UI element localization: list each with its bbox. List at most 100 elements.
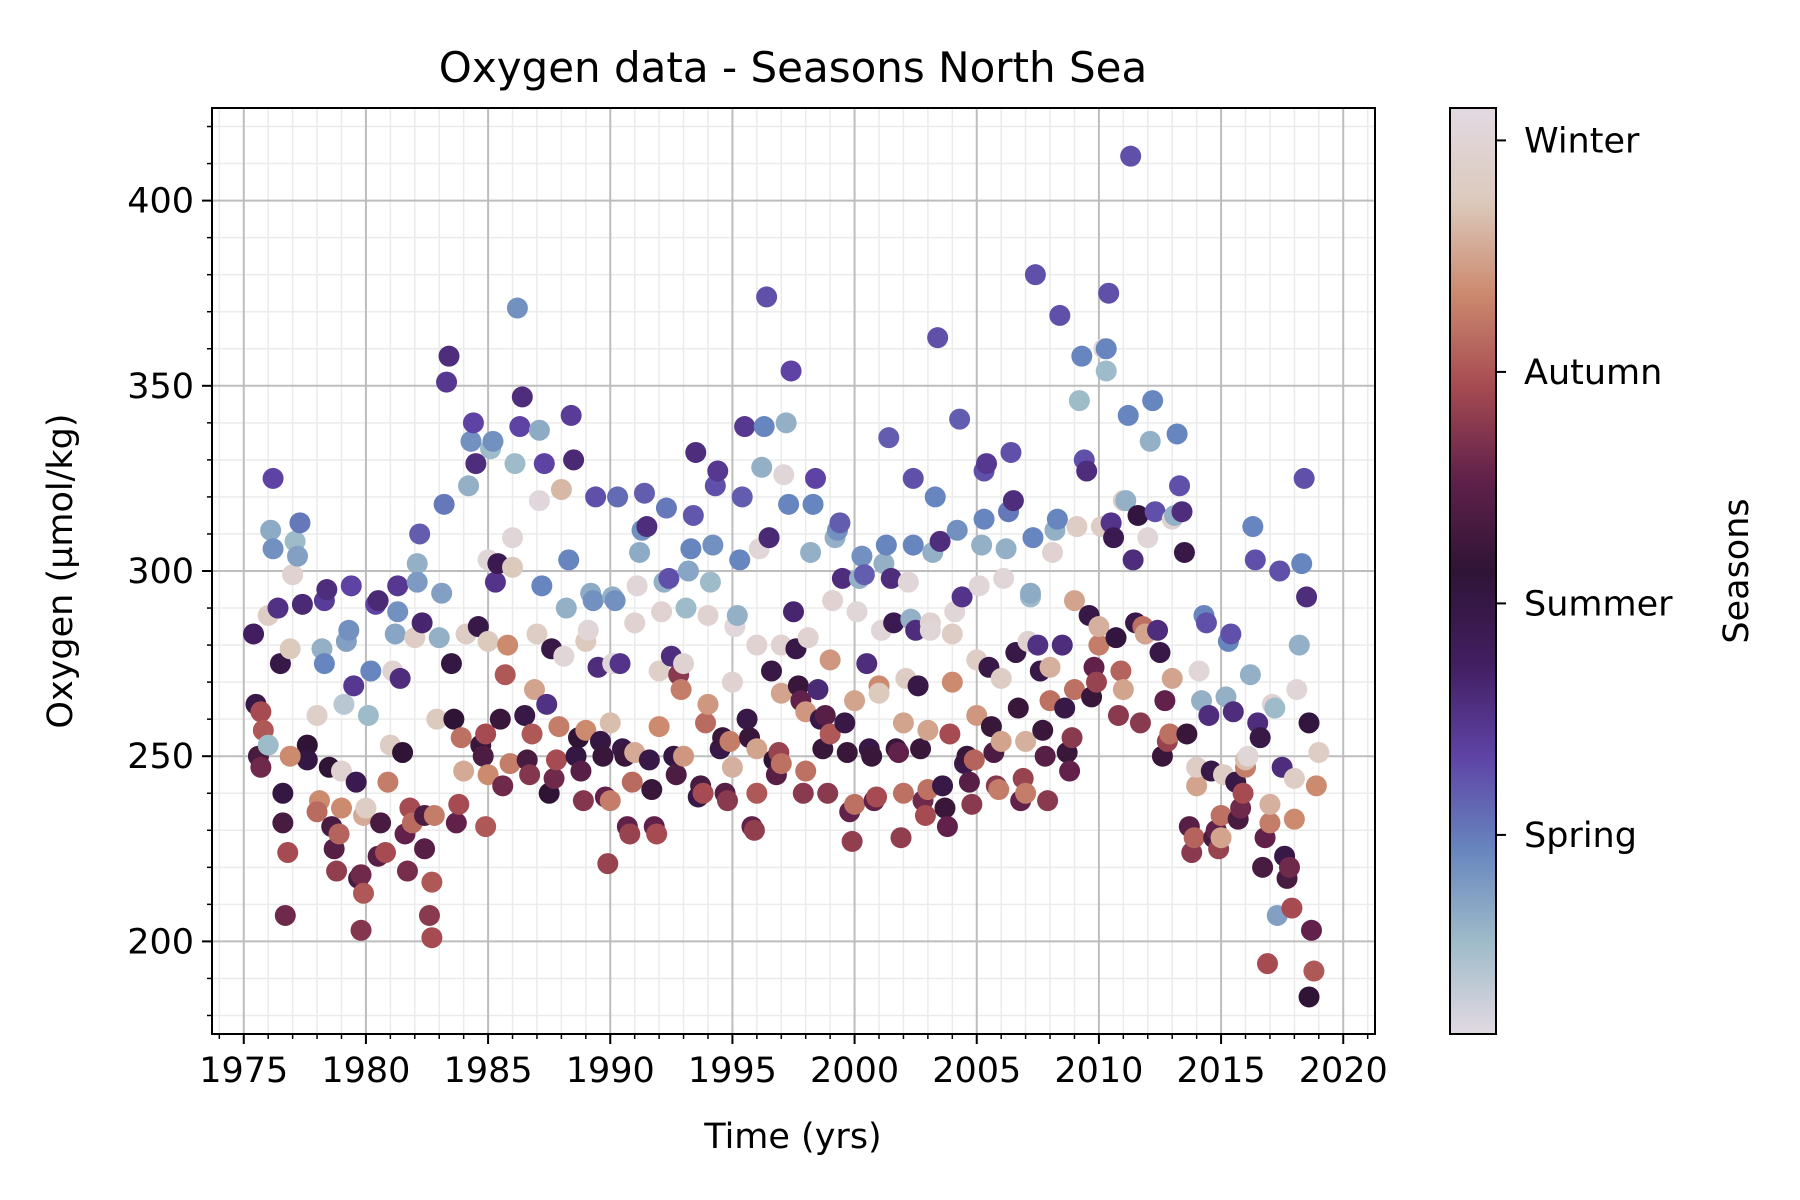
data-point (585, 486, 607, 508)
y-axis-label: Oxygen (µmol/kg) (41, 413, 81, 728)
data-point (269, 653, 291, 675)
data-point (546, 749, 568, 771)
data-point (374, 842, 396, 864)
data-point (1110, 660, 1132, 682)
data-point (345, 771, 367, 793)
data-point (555, 597, 577, 619)
data-point (1139, 430, 1161, 452)
data-point (296, 734, 318, 756)
data-point (477, 630, 499, 652)
data-point (697, 604, 719, 626)
data-point (1019, 582, 1041, 604)
data-point (262, 467, 284, 489)
data-point (890, 827, 912, 849)
data-point (526, 623, 548, 645)
data-point (677, 560, 699, 582)
data-point (1176, 723, 1198, 745)
data-point (814, 704, 836, 726)
data-point (1063, 590, 1085, 612)
x-tick-label: 2005 (932, 1051, 1021, 1091)
data-point (670, 679, 692, 701)
data-point (682, 504, 704, 526)
data-point (726, 604, 748, 626)
data-point (675, 597, 697, 619)
data-point (1034, 745, 1056, 767)
data-point (1129, 712, 1151, 734)
data-point (780, 360, 802, 382)
data-point (802, 493, 824, 515)
data-point (1041, 541, 1063, 563)
data-point (570, 760, 592, 782)
data-point (651, 601, 673, 623)
data-point (494, 664, 516, 686)
data-point (377, 771, 399, 793)
data-point (846, 601, 868, 623)
data-point (1022, 527, 1044, 549)
data-point (543, 767, 565, 789)
data-point (1161, 667, 1183, 689)
data-point (352, 882, 374, 904)
data-point (856, 653, 878, 675)
data-point (1186, 775, 1208, 797)
data-point (1259, 812, 1281, 834)
data-point (736, 708, 758, 730)
data-point (702, 534, 724, 556)
x-tick-label: 1975 (199, 1051, 288, 1091)
data-point (665, 764, 687, 786)
data-point (633, 482, 655, 504)
data-point (775, 412, 797, 434)
data-point (792, 782, 814, 804)
data-point (572, 790, 594, 812)
data-point (968, 575, 990, 597)
data-point (1051, 634, 1073, 656)
data-point (673, 653, 695, 675)
data-point (807, 679, 829, 701)
data-point (819, 723, 841, 745)
data-point (536, 693, 558, 715)
data-point (641, 779, 663, 801)
data-point (350, 864, 372, 886)
data-point (1066, 516, 1088, 538)
data-point (834, 712, 856, 734)
data-point (514, 704, 536, 726)
data-point (396, 860, 418, 882)
data-point (761, 660, 783, 682)
data-point (1120, 145, 1142, 167)
data-point (599, 790, 621, 812)
data-point (279, 638, 301, 660)
data-point (406, 571, 428, 593)
data-point (902, 534, 924, 556)
data-point (822, 590, 844, 612)
data-point (673, 745, 695, 767)
data-point (533, 453, 555, 475)
data-point (1249, 727, 1271, 749)
data-point (550, 479, 572, 501)
data-point (853, 564, 875, 586)
data-point (360, 660, 382, 682)
data-point (528, 490, 550, 512)
data-point (1298, 986, 1320, 1008)
data-point (460, 430, 482, 452)
data-point (924, 486, 946, 508)
data-point (1242, 516, 1264, 538)
data-point (423, 804, 445, 826)
data-point (1015, 782, 1037, 804)
chart-title: Oxygen data - Seasons North Sea (439, 43, 1147, 92)
data-point (734, 416, 756, 438)
data-point (250, 701, 272, 723)
data-point (1088, 616, 1110, 638)
data-point (729, 549, 751, 571)
data-point (428, 627, 450, 649)
data-point (418, 904, 440, 926)
data-point (800, 541, 822, 563)
data-point (1105, 627, 1127, 649)
data-point (946, 519, 968, 541)
data-point (1195, 612, 1217, 634)
data-point (1232, 782, 1254, 804)
y-tick-label: 200 (127, 922, 194, 962)
data-point (453, 760, 475, 782)
data-point (448, 793, 470, 815)
data-point (1169, 475, 1191, 497)
data-point (993, 567, 1015, 589)
